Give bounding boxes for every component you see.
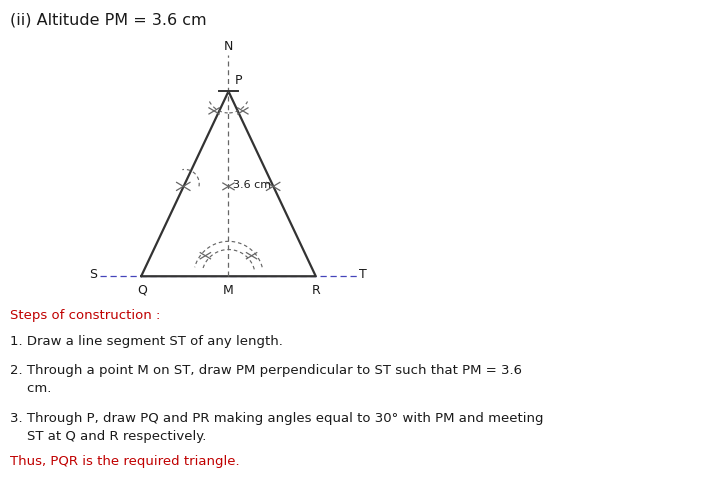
Text: R: R xyxy=(311,284,320,297)
Text: (ii) Altitude PM = 3.6 cm: (ii) Altitude PM = 3.6 cm xyxy=(10,12,207,27)
Text: Thus, PQR is the required triangle.: Thus, PQR is the required triangle. xyxy=(10,455,240,468)
Text: ST at Q and R respectively.: ST at Q and R respectively. xyxy=(10,430,206,443)
Text: T: T xyxy=(359,268,367,281)
Text: cm.: cm. xyxy=(10,382,51,395)
Text: Q: Q xyxy=(137,284,147,297)
Text: S: S xyxy=(89,268,98,281)
Text: N: N xyxy=(224,40,233,53)
Text: 2. Through a point M on ST, draw PM perpendicular to ST such that PM = 3.6: 2. Through a point M on ST, draw PM perp… xyxy=(10,364,522,377)
Text: P: P xyxy=(235,75,243,87)
Text: M: M xyxy=(223,284,234,297)
Text: 3.6 cm: 3.6 cm xyxy=(233,180,271,190)
Text: Steps of construction :: Steps of construction : xyxy=(10,309,160,322)
Text: 1. Draw a line segment ST of any length.: 1. Draw a line segment ST of any length. xyxy=(10,335,283,348)
Text: 3. Through P, draw PQ and PR making angles equal to 30° with PM and meeting: 3. Through P, draw PQ and PR making angl… xyxy=(10,412,543,425)
